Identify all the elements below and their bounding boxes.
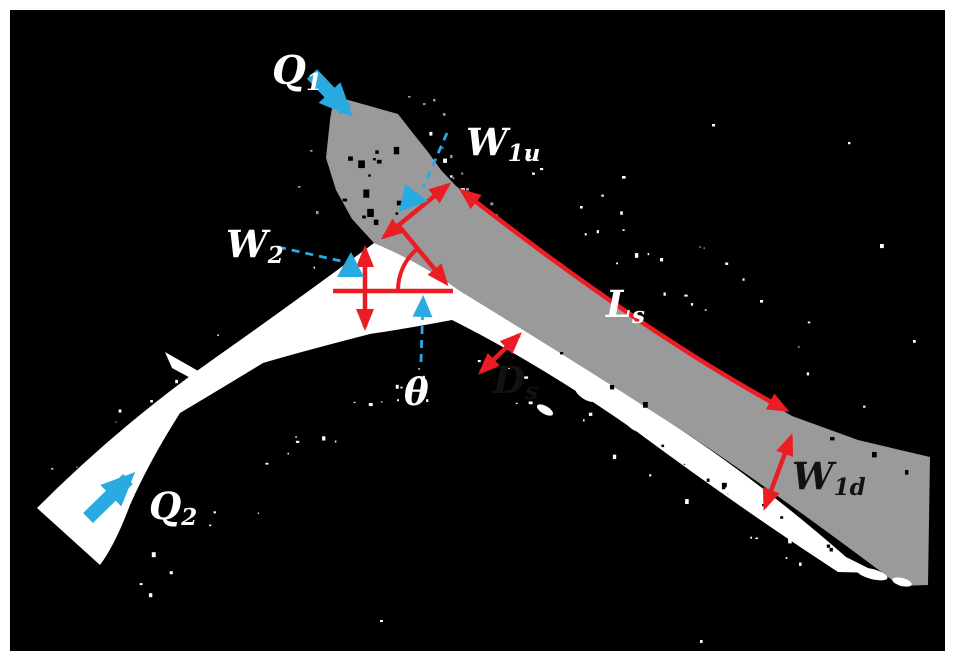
- q2-flow-arrow: [83, 472, 136, 524]
- w1d-width-arrow: [762, 433, 794, 511]
- bank-spur: [165, 352, 200, 382]
- classified-image: [10, 10, 945, 651]
- tributary-channel-region: [37, 243, 878, 573]
- w1u-width-arrow: [380, 182, 452, 240]
- label-ls: Ls: [606, 282, 645, 329]
- label-theta: θ: [404, 370, 429, 414]
- label-ds: Ds: [493, 358, 539, 405]
- label-w1d: W1d: [792, 454, 866, 501]
- theta-junction-line: [397, 224, 449, 287]
- annotations: [83, 69, 794, 524]
- theta-leader-dashed: [412, 295, 433, 363]
- theta-angle-arc: [395, 247, 418, 292]
- label-q1: Q1: [272, 48, 322, 96]
- w2-section-marker: [337, 252, 364, 277]
- q1-flow-arrow: [306, 69, 353, 118]
- w1u-section-marker: [399, 184, 428, 212]
- label-w1u: W1u: [466, 120, 541, 167]
- w1u-section-dashed: [421, 132, 449, 189]
- ls-length-curve: [458, 188, 790, 412]
- w2-leader-dashed: [277, 245, 342, 263]
- label-w2: W2: [226, 222, 284, 269]
- label-q2: Q2: [149, 484, 198, 531]
